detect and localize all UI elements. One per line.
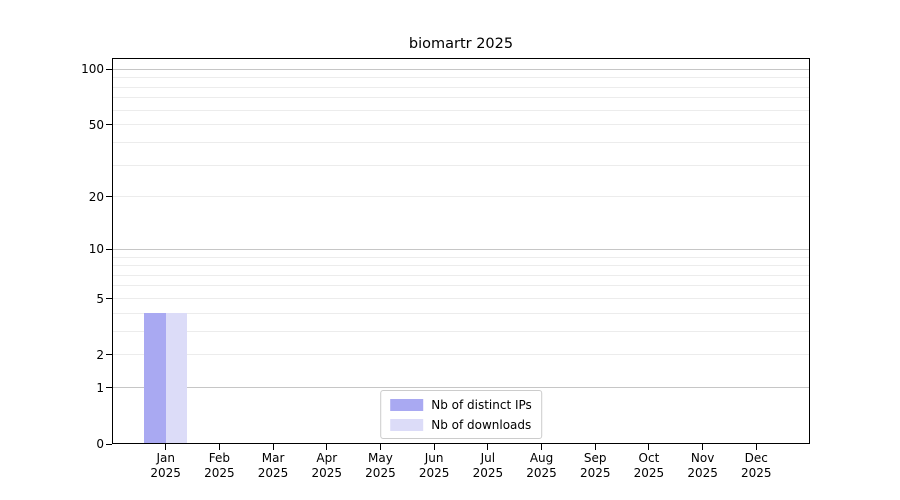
x-tick-label: Oct 2025 — [617, 451, 681, 481]
x-tick-label-line: 2025 — [418, 466, 450, 480]
gridline-minor — [113, 274, 809, 276]
x-tick-label-line: Apr — [316, 451, 338, 465]
bar-nb-of-downloads — [165, 313, 188, 443]
x-tick-label-line: Feb — [208, 451, 230, 465]
x-tick-label-line: 2025 — [472, 466, 504, 480]
x-tick-mark — [541, 444, 543, 450]
x-tick-label: Jan 2025 — [134, 451, 198, 481]
y-tick-label: 1 — [96, 380, 104, 395]
x-tick-mark — [755, 444, 757, 450]
y-tick-mark — [106, 68, 112, 70]
x-tick-mark — [218, 444, 220, 450]
y-tick-label: 10 — [88, 242, 104, 257]
y-tick-mark — [106, 443, 112, 445]
legend-swatch-distinct-ips — [390, 398, 424, 411]
x-tick-label: Dec 2025 — [724, 451, 788, 481]
gridline-minor — [113, 196, 809, 198]
x-tick-mark — [165, 444, 167, 450]
chart-title: biomartr 2025 — [408, 36, 514, 52]
x-tick-label-line: Dec — [744, 451, 768, 465]
x-tick-mark — [326, 444, 328, 450]
y-tick-label: 5 — [96, 291, 104, 306]
x-tick-label: Mar 2025 — [241, 451, 305, 481]
x-tick-label-line: Jan — [156, 451, 175, 465]
y-tick-label: 20 — [88, 189, 104, 204]
bar-nb-of-distinct-ips — [143, 313, 166, 443]
x-tick-mark — [594, 444, 596, 450]
gridline-minor — [113, 77, 809, 79]
x-tick-label: Jun 2025 — [402, 451, 466, 481]
gridline-minor — [113, 312, 809, 314]
x-tick-label-line: 2025 — [150, 466, 181, 480]
x-tick-label: Nov 2025 — [671, 451, 735, 481]
gridline-minor — [113, 330, 809, 332]
x-tick-label-line: 2025 — [633, 466, 665, 480]
gridline-minor — [113, 265, 809, 267]
y-tick-label: 100 — [81, 62, 104, 77]
x-tick-label-line: 2025 — [526, 466, 557, 480]
x-tick-mark — [272, 444, 274, 450]
y-tick-mark — [106, 354, 112, 356]
x-tick-label-line: Oct — [638, 451, 660, 465]
gridline-minor — [113, 164, 809, 166]
legend-label-distinct-ips: Nb of distinct IPs — [431, 397, 532, 412]
x-tick-label-line: Sep — [583, 451, 607, 465]
gridline-minor — [113, 109, 809, 111]
gridline-minor — [113, 97, 809, 99]
x-tick-label: May 2025 — [348, 451, 412, 481]
gridline-minor — [113, 124, 809, 126]
x-tick-label: Apr 2025 — [295, 451, 359, 481]
gridline-major — [113, 68, 809, 70]
x-tick-mark — [487, 444, 489, 450]
y-tick-mark — [106, 124, 112, 126]
gridline-minor — [113, 354, 809, 356]
x-tick-label-line: 2025 — [365, 466, 396, 480]
x-tick-label-line: Aug — [529, 451, 554, 465]
gridline-minor — [113, 256, 809, 258]
x-tick-label-line: Mar — [261, 451, 285, 465]
x-tick-label-line: May — [368, 451, 393, 465]
y-tick-label: 2 — [96, 347, 104, 362]
x-tick-label-line: 2025 — [579, 466, 611, 480]
y-tick-mark — [106, 387, 112, 389]
x-tick-label-line: 2025 — [311, 466, 343, 480]
x-tick-label: Aug 2025 — [510, 451, 574, 481]
x-tick-label-line: Nov — [690, 451, 715, 465]
x-tick-mark — [648, 444, 650, 450]
gridline-minor — [113, 298, 809, 299]
gridline-minor — [113, 141, 809, 143]
y-tick-mark — [106, 248, 112, 250]
y-tick-mark — [106, 196, 112, 198]
gridline-minor — [113, 285, 809, 287]
plot-area — [112, 58, 810, 444]
legend-item-distinct-ips: Nb of distinct IPs — [390, 396, 532, 413]
x-tick-label-line: 2025 — [687, 466, 718, 480]
y-tick-label: 0 — [96, 437, 104, 451]
legend-swatch-downloads — [390, 418, 424, 431]
x-tick-label-line: 2025 — [741, 466, 772, 480]
gridline-major — [113, 387, 809, 389]
x-tick-mark — [433, 444, 435, 450]
x-tick-label: Jul 2025 — [456, 451, 520, 481]
y-tick-label: 50 — [88, 117, 104, 132]
x-tick-label: Sep 2025 — [563, 451, 627, 481]
x-tick-label-line: 2025 — [257, 466, 289, 480]
y-tick-mark — [106, 298, 112, 299]
x-tick-label: Feb 2025 — [187, 451, 251, 481]
x-tick-label-line: Jun — [424, 451, 444, 465]
legend: Nb of distinct IPs Nb of downloads — [380, 390, 542, 439]
gridline-minor — [113, 86, 809, 88]
legend-item-downloads: Nb of downloads — [390, 416, 532, 433]
legend-label-downloads: Nb of downloads — [431, 417, 532, 432]
x-tick-mark — [379, 444, 381, 450]
x-tick-mark — [702, 444, 704, 450]
x-tick-label-line: 2025 — [204, 466, 235, 480]
gridline-major — [113, 248, 809, 250]
x-tick-label-line: Jul — [480, 451, 496, 465]
